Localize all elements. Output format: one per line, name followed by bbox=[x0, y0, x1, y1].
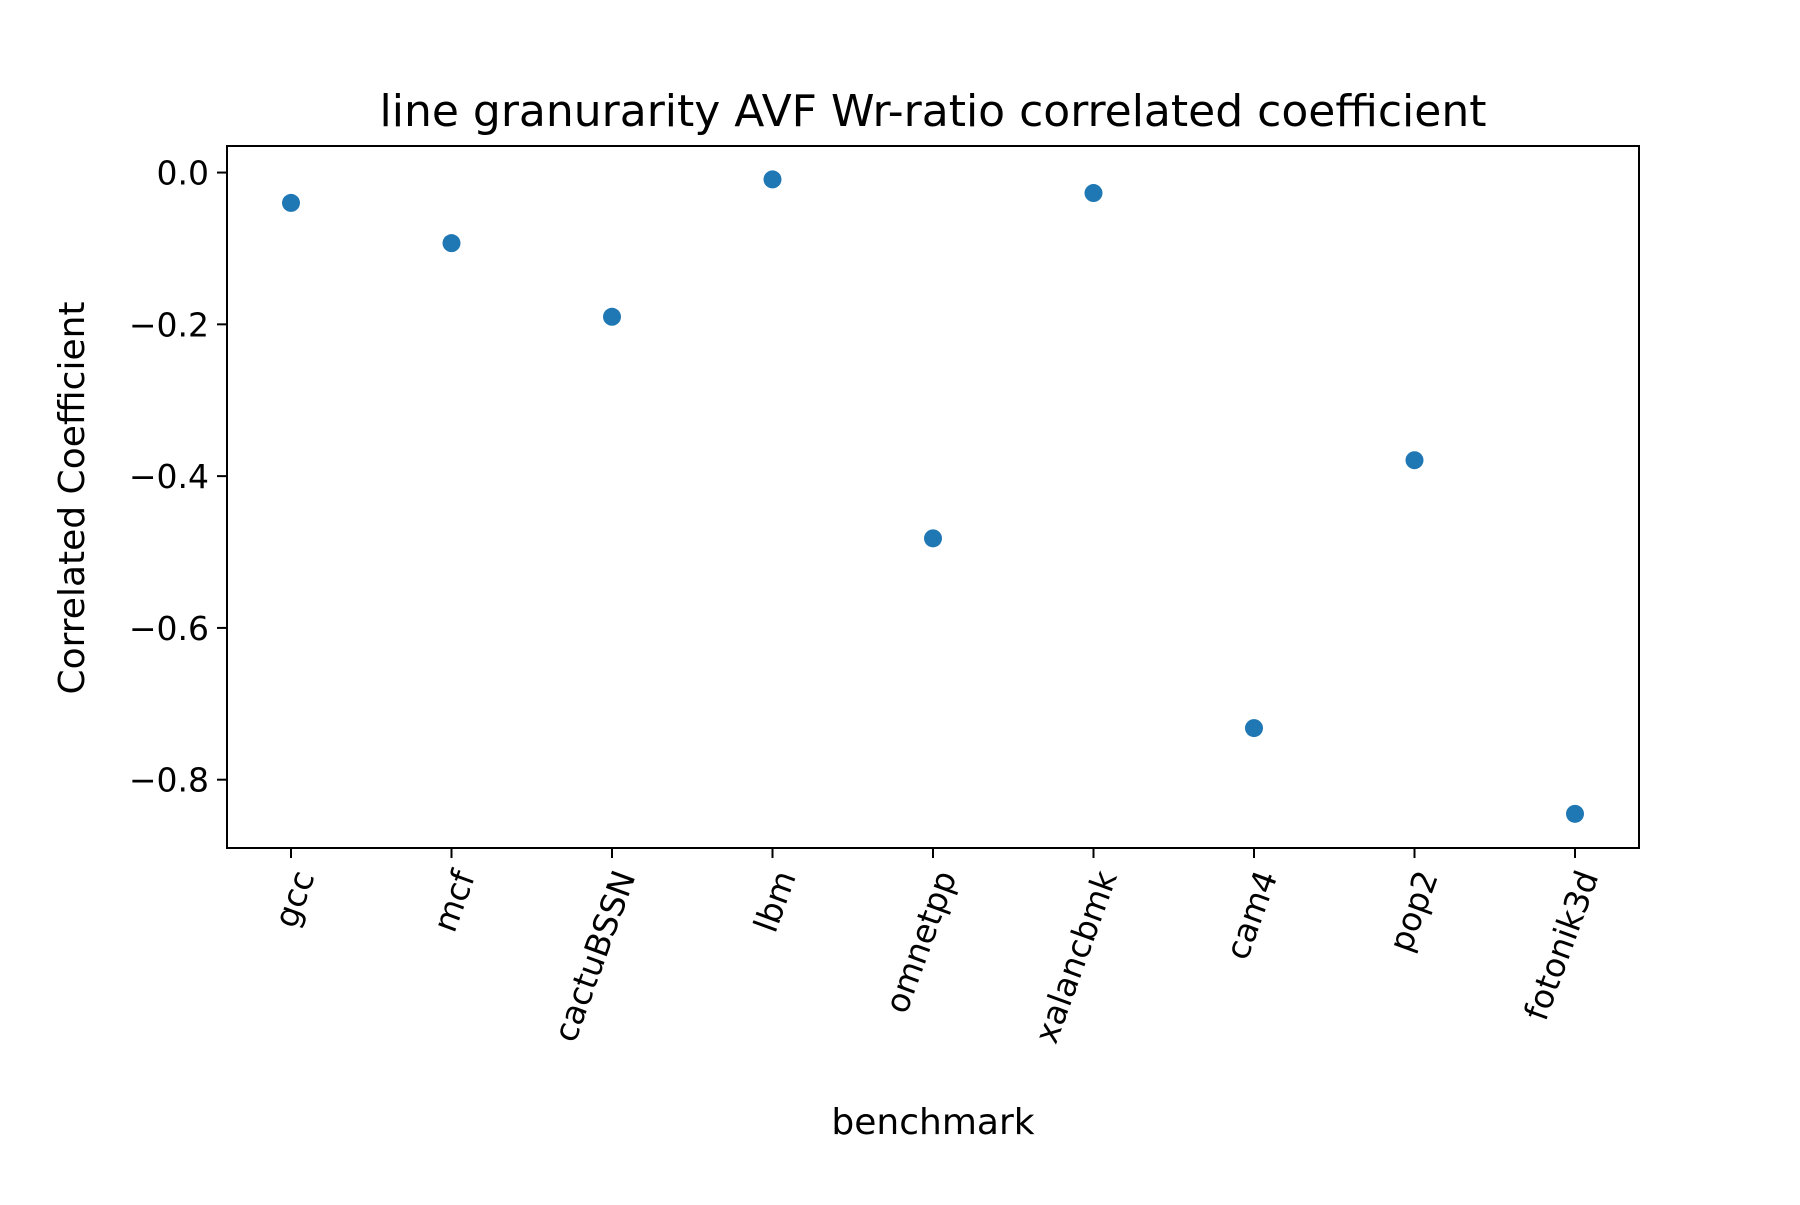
y-axis-ticks: 0.0 −0.2 −0.4 −0.6 −0.8 bbox=[129, 154, 227, 800]
y-axis-label: Correlated Coefficient bbox=[52, 301, 93, 694]
x-tick-label: lbm bbox=[746, 865, 804, 937]
chart-title: line granurarity AVF Wr-ratio correlated… bbox=[380, 86, 1487, 137]
data-point-omnetpp bbox=[924, 529, 942, 548]
data-point-pop2 bbox=[1405, 451, 1424, 470]
data-point-gcc bbox=[282, 193, 300, 212]
x-tick-label: xalancbmk bbox=[1026, 864, 1125, 1048]
data-point-xalancbmk bbox=[1084, 184, 1103, 203]
data-points bbox=[282, 170, 1584, 823]
y-tick-label: −0.4 bbox=[129, 457, 209, 496]
y-tick-label: −0.8 bbox=[129, 761, 209, 800]
x-tick-label: mcf bbox=[425, 864, 483, 937]
y-tick-label: −0.2 bbox=[129, 305, 209, 344]
x-tick-label: fotonik3d bbox=[1516, 865, 1606, 1025]
x-tick-label: pop2 bbox=[1381, 865, 1446, 956]
y-tick-label: −0.6 bbox=[129, 609, 209, 648]
x-tick-label: cam4 bbox=[1217, 865, 1285, 964]
data-point-fotonik3d bbox=[1566, 804, 1584, 823]
data-point-cactuBSSN bbox=[603, 307, 621, 326]
data-point-mcf bbox=[442, 234, 461, 253]
data-point-lbm bbox=[763, 170, 782, 189]
x-axis-ticks: gcc mcf cactuBSSN lbm omnetpp xalancbmk cam4 po… bbox=[266, 848, 1606, 1048]
y-tick-label: 0.0 bbox=[157, 154, 209, 193]
x-tick-label: gcc bbox=[266, 865, 322, 932]
data-point-cam4 bbox=[1245, 719, 1263, 738]
x-tick-label: cactuBSSN bbox=[545, 865, 643, 1047]
plot-area-frame bbox=[226, 145, 1640, 849]
x-tick-label: omnetpp bbox=[877, 865, 964, 1018]
x-axis-label: benchmark bbox=[831, 1102, 1034, 1143]
